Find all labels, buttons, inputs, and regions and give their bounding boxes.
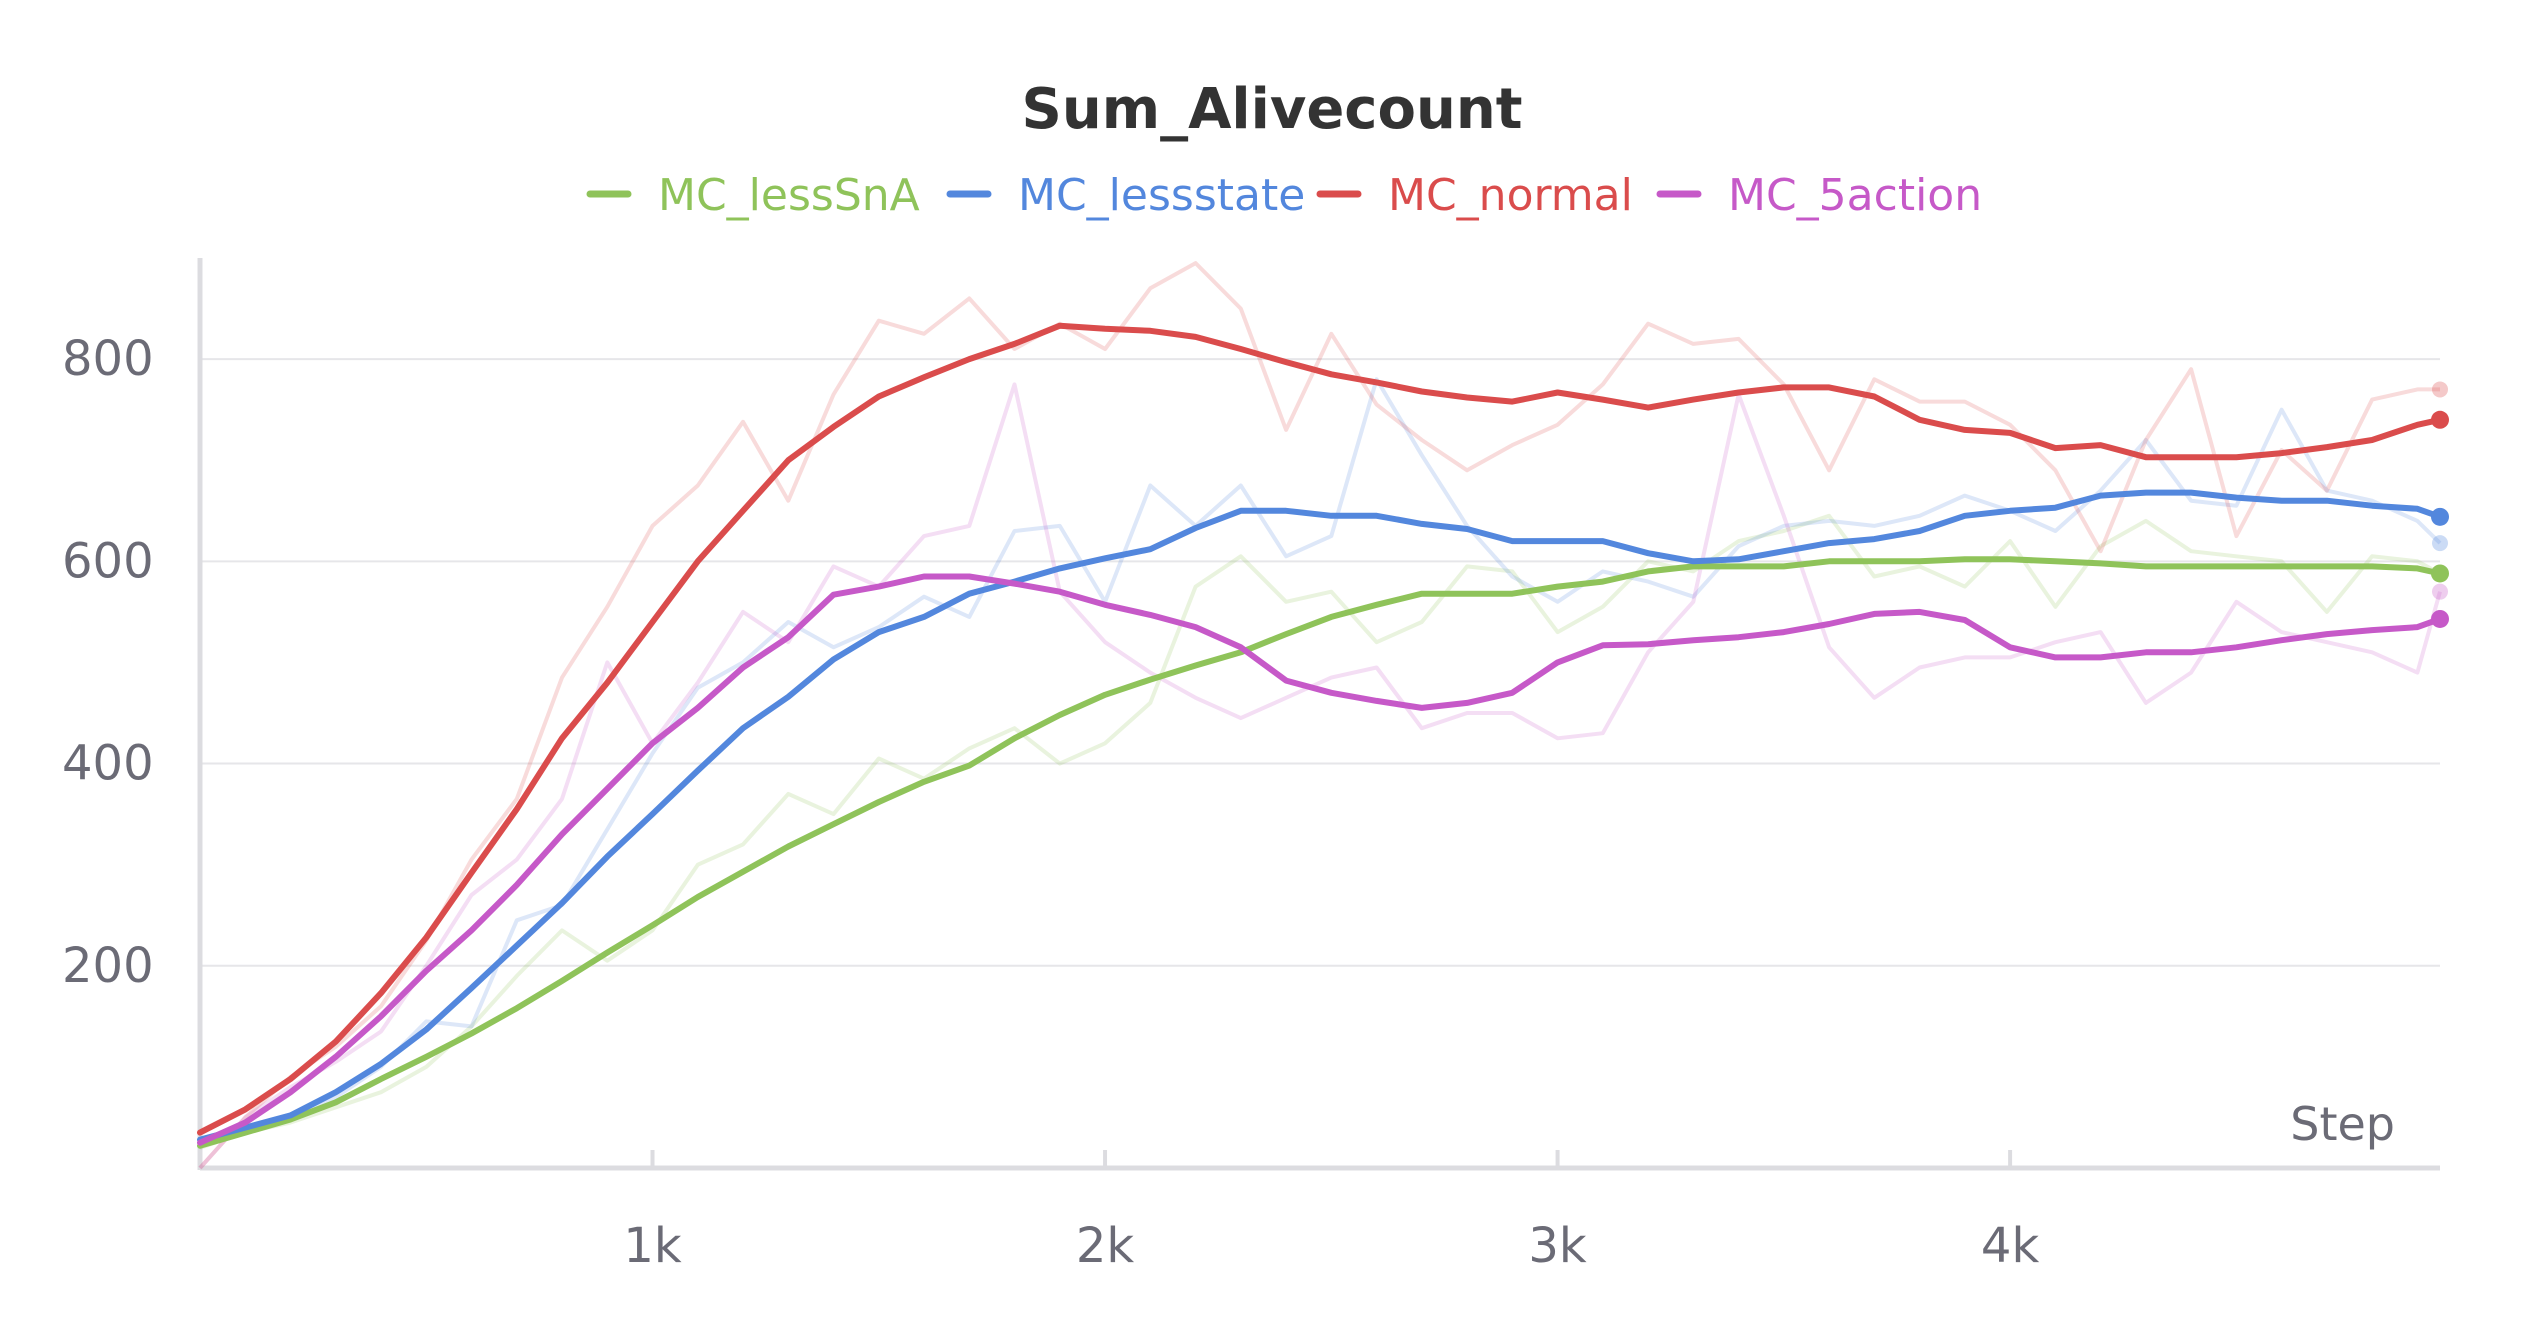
end-marker-mc-5action (2431, 609, 2449, 628)
smoothed-series-layer (197, 322, 2443, 1149)
series-line-mc-lesssna[interactable] (197, 556, 2443, 1149)
end-marker-raw-mc-lessstate (2432, 535, 2448, 552)
legend-label: MC_normal (1388, 170, 1633, 221)
y-tick-label: 200 (62, 938, 154, 994)
x-axis-label: Step (2290, 1097, 2395, 1151)
series-raw-mc-normal (198, 261, 2440, 1170)
legend-item-mc-lesssna[interactable]: MC_lessSnA (586, 170, 920, 221)
series-raw-mc-lesssna (199, 513, 2441, 1150)
end-marker-mc-lesssna (2431, 564, 2449, 583)
end-marker-raw-mc-normal (2432, 381, 2448, 398)
legend-label: MC_lessSnA (658, 170, 920, 221)
legend-label: MC_lessstate (1018, 170, 1305, 221)
y-tick-label: 800 (62, 331, 154, 387)
raw-series-layer (198, 261, 2442, 1170)
end-marker-raw-mc-5action (2432, 583, 2448, 600)
legend: MC_lessSnA MC_lessstate MC_normal MC_5actio… (586, 170, 1982, 221)
legend-item-mc-normal[interactable]: MC_normal (1316, 170, 1633, 221)
x-tick-label: 2k (1076, 1218, 1135, 1274)
series-raw-mc-5action (198, 382, 2442, 1170)
gridlines (200, 358, 2440, 967)
series-line-mc-5action[interactable] (197, 573, 2443, 1146)
legend-item-mc-5action[interactable]: MC_5action (1656, 170, 1982, 221)
chart-title: Sum_Alivecount (1022, 77, 1523, 142)
x-tick-label: 1k (623, 1218, 682, 1274)
y-tick-label: 400 (62, 736, 154, 792)
series-line-mc-lessstate[interactable] (197, 489, 2443, 1143)
end-markers (2431, 381, 2449, 628)
x-axis: 1k 2k 3k 4k (200, 1150, 2440, 1274)
legend-item-mc-lessstate[interactable]: MC_lessstate (946, 170, 1305, 221)
legend-label: MC_5action (1728, 170, 1982, 221)
x-tick-label: 4k (1981, 1218, 2040, 1274)
series-line-mc-normal[interactable] (197, 322, 2443, 1136)
end-marker-mc-normal (2431, 410, 2449, 429)
end-marker-mc-lessstate (2431, 507, 2449, 526)
y-axis: 200 400 600 800 (62, 258, 203, 1170)
y-tick-label: 600 (62, 533, 154, 589)
series-raw-mc-lessstate (199, 377, 2442, 1145)
x-tick-label: 3k (1528, 1218, 1587, 1274)
